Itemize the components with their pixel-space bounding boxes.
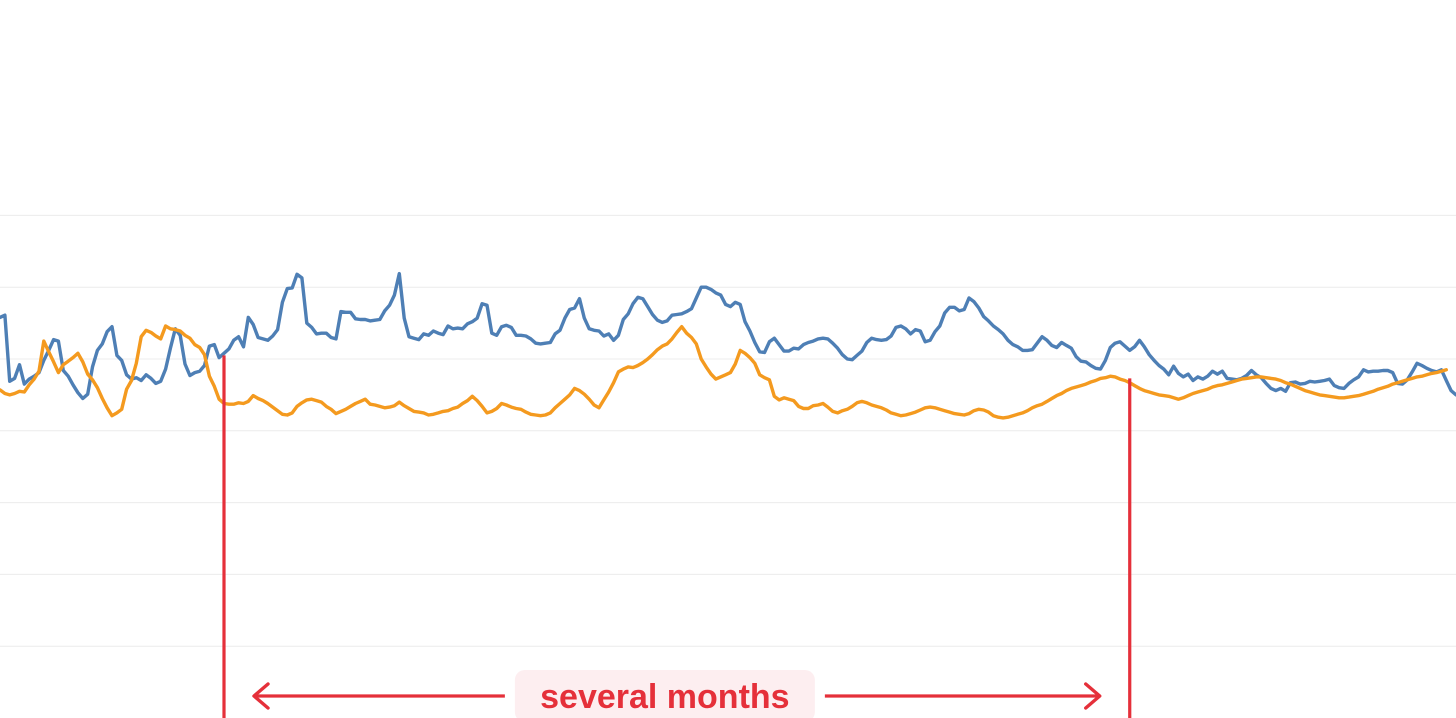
- gridlines: [0, 214, 1456, 647]
- series-lines: [0, 271, 1456, 420]
- series-line-1: [0, 271, 1456, 401]
- right-arrow-head-icon: [1084, 682, 1102, 710]
- left-arrow-head-icon: [252, 682, 270, 710]
- annotation-label: several months: [540, 678, 789, 716]
- annotation-label-background: [514, 670, 815, 718]
- series-line-2: [0, 324, 1449, 420]
- time-span-annotation: several months: [222, 355, 1132, 718]
